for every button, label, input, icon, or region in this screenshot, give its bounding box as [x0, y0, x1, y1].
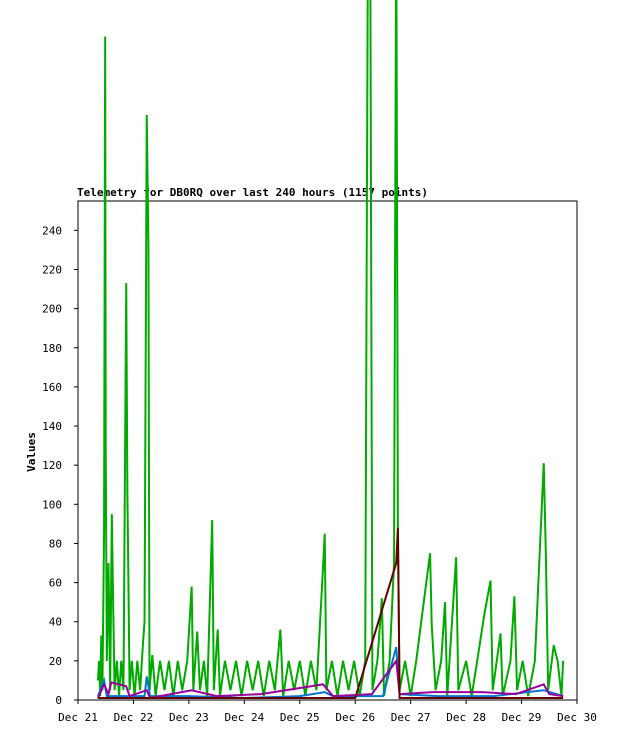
data-line: [96, 0, 565, 697]
data-line: [97, 527, 564, 700]
plot-frame: [77, 200, 578, 701]
y-tick-label: 220: [42, 263, 62, 276]
x-tick-label: Dec 22: [114, 711, 154, 724]
y-tick-label: 40: [49, 616, 62, 629]
x-tick-label: Dec 24: [224, 711, 264, 724]
y-tick-label: 140: [42, 420, 62, 433]
y-tick-label: 80: [49, 537, 62, 550]
chart-title: Telemetry for DB0RQ over last 240 hours …: [77, 186, 428, 199]
y-axis-label: Values: [25, 432, 38, 472]
y-tick-label: 60: [49, 577, 62, 590]
x-tick-label: Dec 30: [557, 711, 597, 724]
data-line: [97, 658, 564, 700]
x-tick-label: Dec 28: [446, 711, 486, 724]
x-tick-label: Dec 21: [58, 711, 98, 724]
x-tick-label: Dec 25: [280, 711, 320, 724]
y-tick-label: 0: [55, 694, 62, 707]
x-tick-label: Dec 29: [502, 711, 542, 724]
y-tick-label: 20: [49, 655, 62, 668]
data-line: [97, 646, 564, 700]
x-tick-label: Dec 23: [169, 711, 209, 724]
y-tick-label: 180: [42, 342, 62, 355]
y-tick-label: 240: [42, 224, 62, 237]
x-tick-label: Dec 27: [391, 711, 431, 724]
y-tick-label: 200: [42, 303, 62, 316]
y-tick-label: 120: [42, 459, 62, 472]
y-tick-label: 100: [42, 498, 62, 511]
y-tick-label: 160: [42, 381, 62, 394]
x-tick-label: Dec 26: [335, 711, 375, 724]
